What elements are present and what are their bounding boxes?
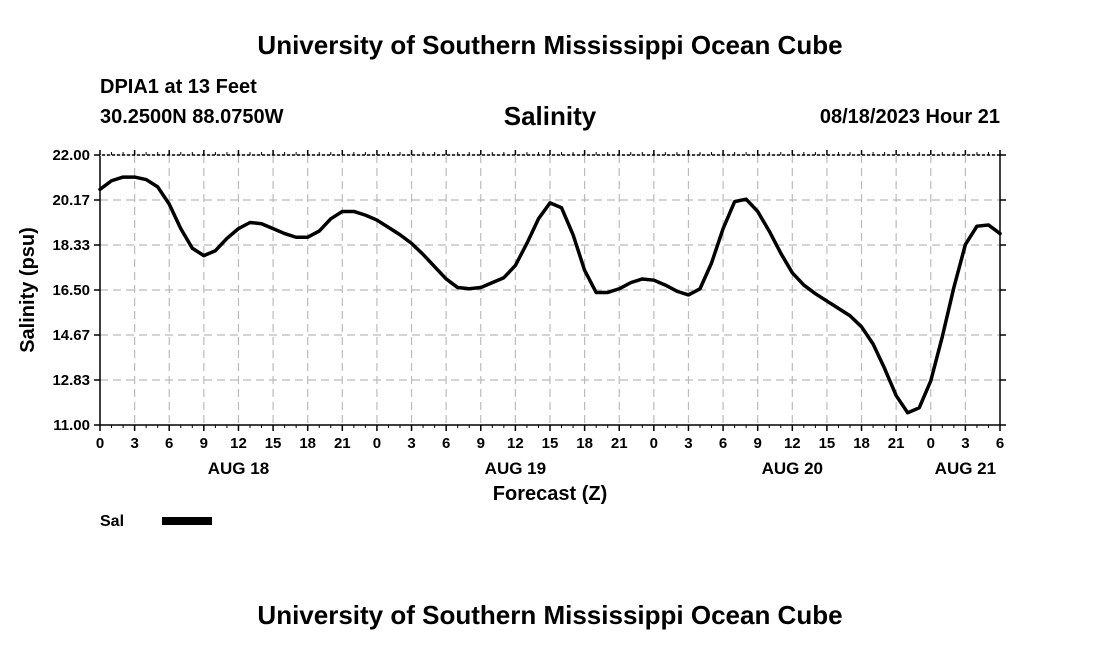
x-tick-label: 18 (576, 435, 593, 452)
chart-title: Salinity (503, 101, 597, 131)
y-tick-label: 16.50 (52, 282, 90, 299)
x-tick-label: 15 (542, 435, 559, 452)
date-label: AUG 18 (208, 459, 269, 478)
forecast-timestamp: 08/18/2023 Hour 21 (819, 106, 1000, 128)
x-tick-label: 0 (927, 435, 935, 452)
y-axis-tick-labels: 22.00 20.17 18.33 16.50 14.67 12.83 11.00 (52, 147, 90, 434)
x-tick-label: 0 (373, 435, 381, 452)
date-label: AUG 21 (935, 459, 996, 478)
x-tick-label: 12 (784, 435, 801, 452)
x-tick-label: 15 (819, 435, 836, 452)
footer-title: University of Southern Mississippi Ocean… (257, 600, 843, 630)
series-line-sal (98, 175, 1002, 415)
x-tick-label: 6 (165, 435, 173, 452)
x-tick-label: 6 (442, 435, 450, 452)
x-tick-label: 9 (200, 435, 208, 452)
x-tick-label: 9 (477, 435, 485, 452)
legend-label-sal: Sal (100, 513, 124, 530)
x-tick-label: 12 (230, 435, 247, 452)
salinity-chart: 22.00 20.17 18.33 16.50 14.67 12.83 11.00 0 3 6 9… (17, 147, 1006, 530)
date-label: AUG 20 (762, 459, 823, 478)
y-tick-label: 12.83 (52, 372, 90, 389)
x-tick-label: 3 (407, 435, 415, 452)
x-tick-label: 9 (754, 435, 762, 452)
y-axis-label: Salinity (psu) (17, 227, 39, 353)
station-coordinates: 30.2500N 88.0750W (100, 106, 284, 128)
x-tick-label: 18 (853, 435, 870, 452)
x-tick-label: 21 (888, 435, 905, 452)
y-tick-label: 18.33 (52, 237, 90, 254)
x-tick-label: 6 (719, 435, 727, 452)
page-title: University of Southern Mississippi Ocean… (257, 30, 843, 60)
x-axis-label: Forecast (Z) (493, 483, 607, 505)
y-tick-label: 14.67 (52, 327, 90, 344)
axis-ticks (94, 150, 1006, 431)
x-tick-label: 6 (996, 435, 1004, 452)
date-labels: AUG 18 AUG 19 AUG 20 AUG 21 (208, 459, 996, 478)
x-tick-label: 0 (96, 435, 104, 452)
x-tick-label: 12 (507, 435, 524, 452)
y-tick-label: 11.00 (53, 417, 90, 434)
x-tick-label: 3 (130, 435, 138, 452)
station-name: DPIA1 at 13 Feet (100, 76, 257, 98)
date-label: AUG 19 (485, 459, 546, 478)
grid (100, 155, 1000, 425)
x-tick-label: 21 (334, 435, 351, 452)
x-tick-label: 3 (684, 435, 692, 452)
x-tick-label: 0 (650, 435, 658, 452)
x-axis-tick-labels: 0 3 6 9 12 15 18 21 0 3 6 9 12 15 18 21 0 3 6 9 12 15 18 21 0 3 6 (96, 435, 1004, 452)
x-tick-label: 21 (611, 435, 628, 452)
y-tick-label: 22.00 (52, 147, 90, 164)
y-tick-label: 20.17 (52, 192, 90, 209)
x-tick-label: 18 (299, 435, 316, 452)
x-tick-label: 3 (961, 435, 969, 452)
x-tick-label: 15 (265, 435, 282, 452)
